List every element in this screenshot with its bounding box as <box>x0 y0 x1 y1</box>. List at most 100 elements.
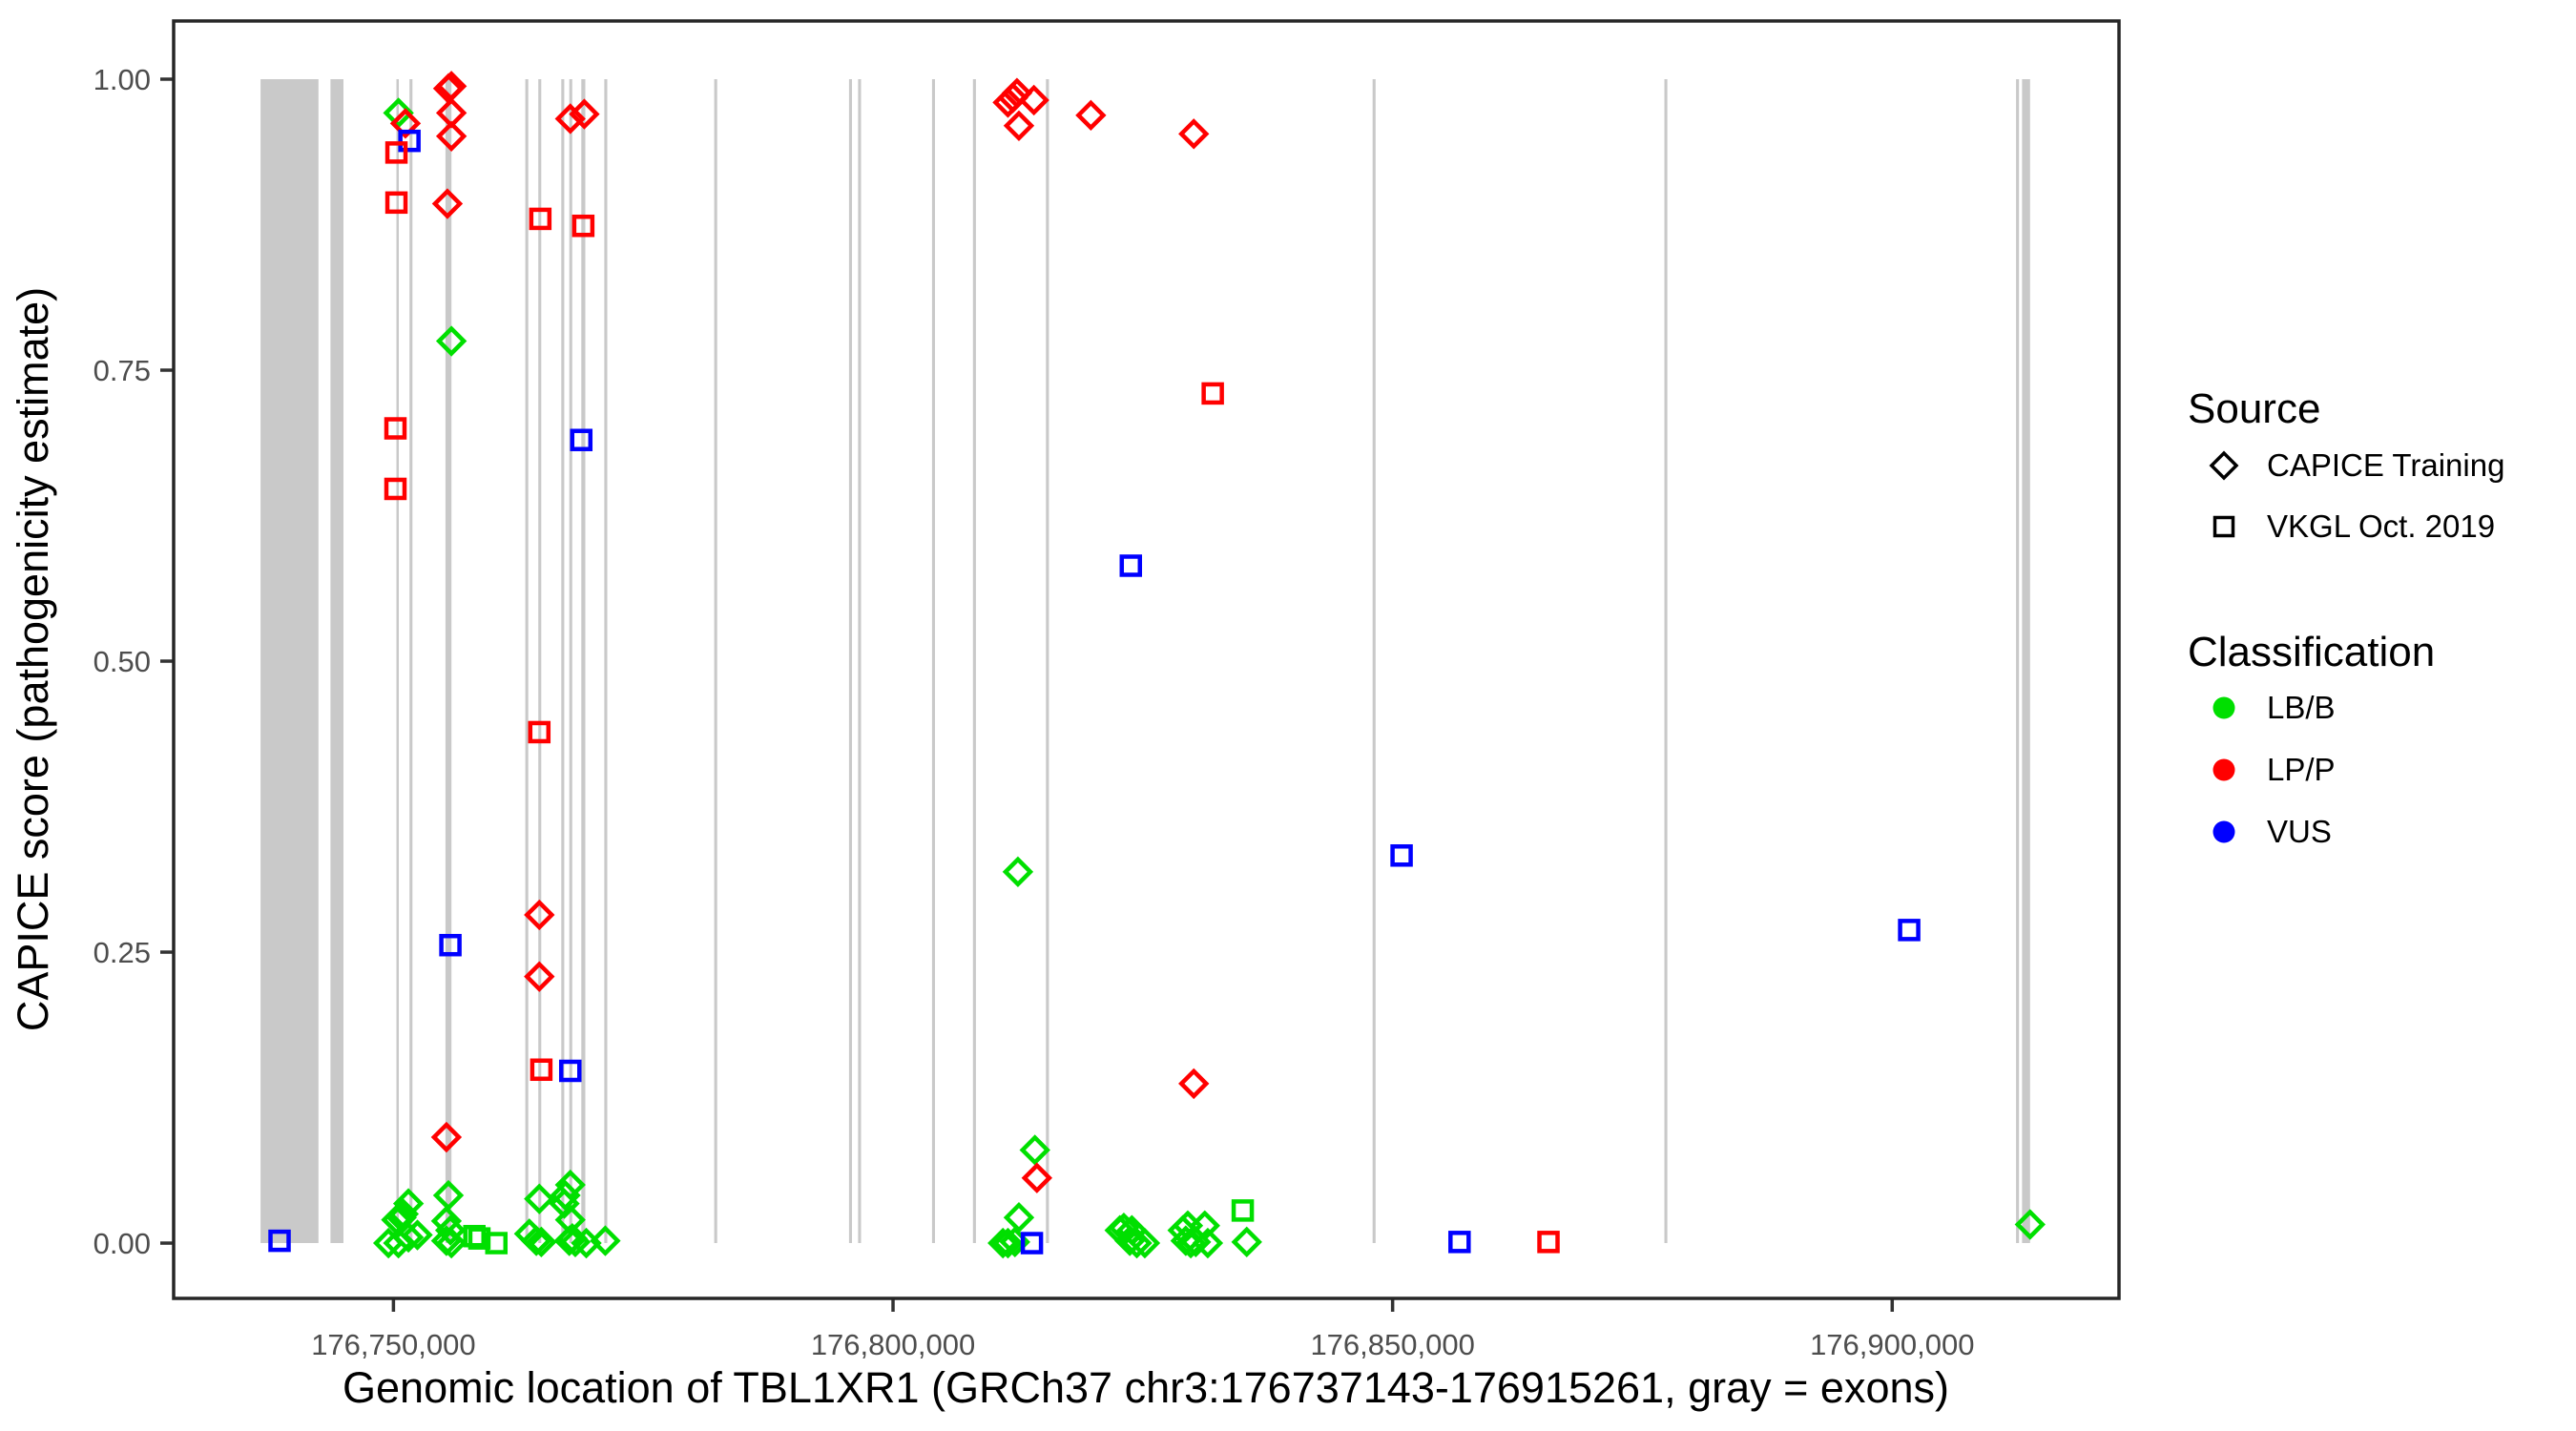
exon-band <box>396 79 399 1243</box>
exon-band <box>931 79 935 1243</box>
data-point-diamond <box>1003 1202 1035 1234</box>
exon-band <box>561 79 565 1243</box>
data-point-square <box>1119 554 1143 577</box>
data-point-square <box>559 1059 582 1083</box>
axis-ticks <box>160 77 1895 1312</box>
tick-labels: 176,750,000 176,800,000 176,850,000 176,900… <box>93 63 1975 1361</box>
exon-band <box>1664 79 1668 1243</box>
data-point-diamond <box>1018 84 1049 116</box>
legend-classification-item-label: LB/B <box>2267 690 2336 725</box>
data-point-square <box>268 1229 291 1253</box>
data-point-diamond <box>992 87 1024 118</box>
data-point-square <box>1537 1231 1560 1254</box>
data-point-square <box>439 933 462 957</box>
exon-band <box>972 79 976 1243</box>
data-point-square <box>1898 919 1921 942</box>
x-tick-label: 176,800,000 <box>811 1328 975 1361</box>
data-point-diamond <box>1121 1227 1153 1259</box>
data-point-diamond <box>383 97 414 129</box>
legend-source-item-label: CAPICE Training <box>2267 447 2504 483</box>
y-tick-label: 0.50 <box>93 645 151 678</box>
panel-border <box>172 19 2121 1300</box>
data-point-diamond <box>430 1121 463 1153</box>
data-point-diamond <box>590 1225 621 1256</box>
data-point-square <box>1231 1199 1255 1222</box>
y-tick-label: 0.75 <box>93 354 151 387</box>
data-point-diamond <box>524 899 555 931</box>
exon-bands <box>260 79 2030 1243</box>
data-point-diamond <box>431 188 464 219</box>
exon-band <box>848 79 852 1243</box>
data-point-diamond <box>402 1219 433 1251</box>
y-tick-label: 0.00 <box>93 1227 151 1260</box>
data-point-diamond <box>1180 1226 1212 1258</box>
legend-source-item-label: VKGL Oct. 2019 <box>2267 508 2495 544</box>
data-point-diamond <box>1178 1068 1210 1100</box>
legend-color-dot-icon <box>2212 758 2235 781</box>
data-point-square <box>384 417 407 440</box>
y-tick-label: 1.00 <box>93 63 151 96</box>
data-point-diamond <box>1002 856 1034 888</box>
legend-square-icon <box>2212 515 2235 538</box>
legend-classification-item-label: VUS <box>2267 814 2332 849</box>
data-point-diamond <box>389 108 422 139</box>
exon-band <box>330 79 343 1243</box>
data-point-diamond <box>987 1227 1019 1259</box>
exon-band <box>260 79 319 1243</box>
exon-band <box>604 79 608 1243</box>
legend-diamond-icon <box>2209 450 2239 481</box>
data-point-square <box>528 720 551 744</box>
data-point-diamond <box>435 120 467 152</box>
legend-color-dot-icon <box>2212 696 2235 719</box>
data-point-diamond <box>526 1226 557 1258</box>
y-axis-title: CAPICE score (pathogenicity estimate) <box>9 287 57 1031</box>
data-point-square <box>384 141 408 164</box>
exon-band <box>581 79 586 1243</box>
data-point-diamond <box>372 1227 405 1259</box>
data-point-diamond <box>1192 1227 1224 1259</box>
legend-source-title: Source <box>2188 385 2320 432</box>
exon-band <box>525 79 529 1243</box>
data-point-diamond <box>435 1227 467 1259</box>
data-point-square <box>1448 1231 1471 1254</box>
legend-classification-title: Classification <box>2188 629 2435 675</box>
data-point-square <box>1390 844 1413 867</box>
data-point-diamond <box>524 961 555 992</box>
data-point-diamond <box>383 1227 414 1259</box>
data-point-square <box>384 191 408 215</box>
legend-color-dot-icon <box>2212 820 2235 843</box>
exon-band <box>1046 79 1049 1243</box>
exon-band <box>2016 79 2020 1243</box>
exon-band <box>538 79 542 1243</box>
y-tick-label: 0.25 <box>93 936 151 969</box>
data-point-diamond <box>520 1225 552 1256</box>
data-point-diamond <box>569 98 600 130</box>
data-point-diamond <box>550 1179 581 1212</box>
x-tick-label: 176,750,000 <box>311 1328 475 1361</box>
data-point-square <box>530 1058 553 1082</box>
data-point-diamond <box>1231 1226 1262 1258</box>
data-point-diamond <box>1178 118 1210 150</box>
data-point-diamond <box>435 325 467 357</box>
x-axis-title: Genomic location of TBL1XR1 (GRCh37 chr3… <box>343 1363 1949 1412</box>
data-point-diamond <box>992 1227 1024 1259</box>
data-point-diamond <box>1129 1227 1161 1259</box>
exon-band <box>2022 79 2030 1243</box>
x-tick-label: 176,850,000 <box>1310 1328 1474 1361</box>
data-point-square <box>571 214 595 238</box>
data-point-square <box>485 1232 509 1255</box>
data-point-square <box>398 129 421 153</box>
data-point-diamond <box>524 1183 555 1214</box>
exon-band <box>714 79 717 1243</box>
data-point-diamond <box>434 1214 467 1246</box>
data-point-diamond <box>1003 110 1035 141</box>
data-point-square <box>1020 1232 1044 1255</box>
exon-band <box>569 79 572 1243</box>
data-point-square <box>463 1224 486 1248</box>
data-point-diamond <box>554 103 586 135</box>
data-point-diamond <box>1075 99 1107 132</box>
data-point-diamond <box>1021 1162 1053 1193</box>
data-point-diamond <box>1019 1134 1050 1166</box>
data-point-diamond <box>1170 1225 1202 1256</box>
